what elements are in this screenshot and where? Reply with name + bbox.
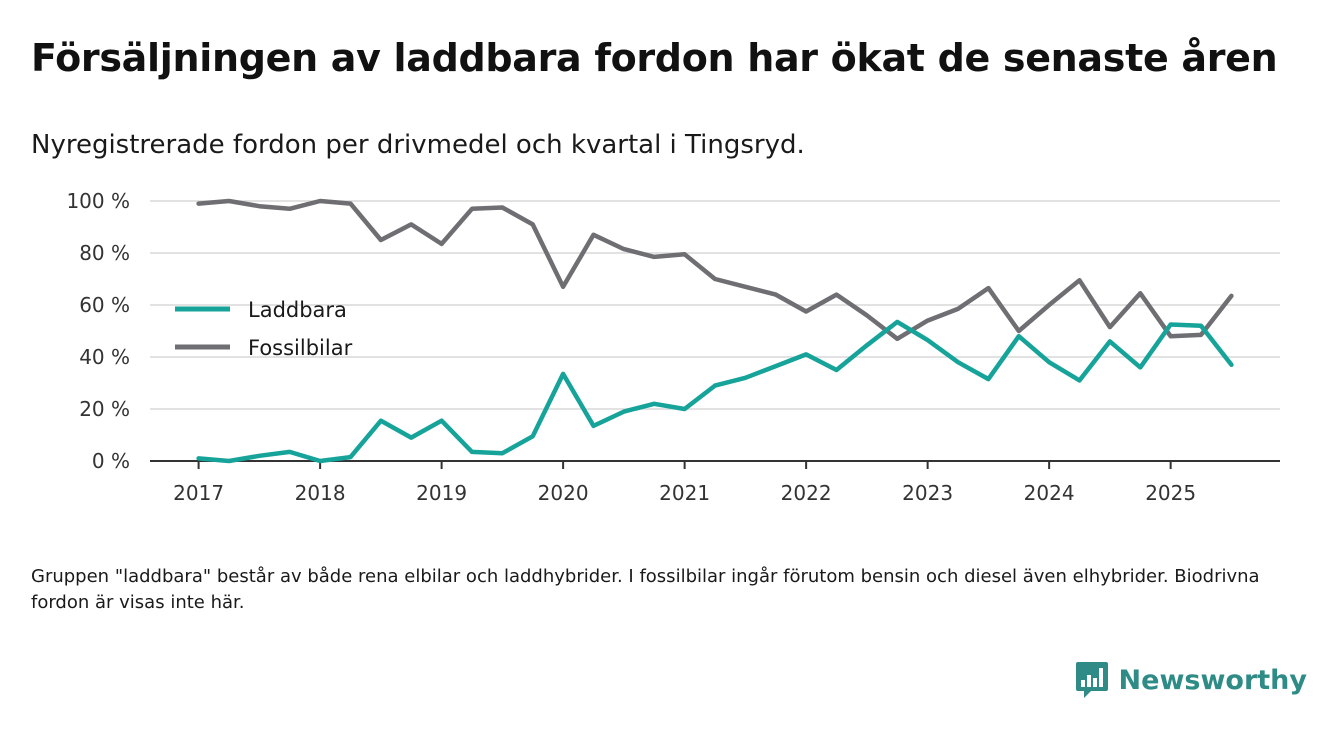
y-tick-label: 40 % [79,345,130,369]
bar-chart-bubble-icon [1075,662,1108,698]
chart-subtitle: Nyregistrerade fordon per drivmedel och … [31,130,805,160]
y-tick-label: 100 % [66,189,130,213]
y-tick-label: 80 % [79,241,130,265]
series-line-laddbara [196,319,1234,464]
chart-title: Försäljningen av laddbara fordon har öka… [31,36,1278,80]
y-tick-label: 60 % [79,293,130,317]
series-lines [196,198,1234,464]
y-axis-ticks: 0 % 20 % 40 % 60 % 80 % 100 % [66,189,130,473]
y-tick-label: 20 % [79,397,130,421]
x-tick-label: 2018 [295,481,346,505]
brand-name: Newsworthy [1118,664,1307,696]
brand-logo: Newsworthy [1075,660,1307,700]
x-tick-label: 2021 [659,481,710,505]
legend: Laddbara Fossilbilar [175,298,353,360]
legend-label: Laddbara [248,298,347,322]
legend-label: Fossilbilar [248,336,353,360]
x-tick-label: 2023 [902,481,953,505]
x-axis-ticks: 2017 2018 2019 2020 2021 2022 2023 2024 2025 [173,461,1196,505]
x-tick-label: 2017 [173,481,224,505]
series-line-fossilbilar [196,198,1234,342]
y-tick-label: 0 % [92,449,130,473]
x-tick-label: 2024 [1024,481,1075,505]
x-tick-label: 2019 [416,481,467,505]
x-tick-label: 2025 [1145,481,1196,505]
line-chart: 0 % 20 % 40 % 60 % 80 % 100 % 2017 2018 2019 202… [66,189,1280,505]
footnote: Gruppen "laddbara" består av både rena e… [31,566,1260,613]
x-tick-label: 2022 [781,481,832,505]
x-tick-label: 2020 [538,481,589,505]
